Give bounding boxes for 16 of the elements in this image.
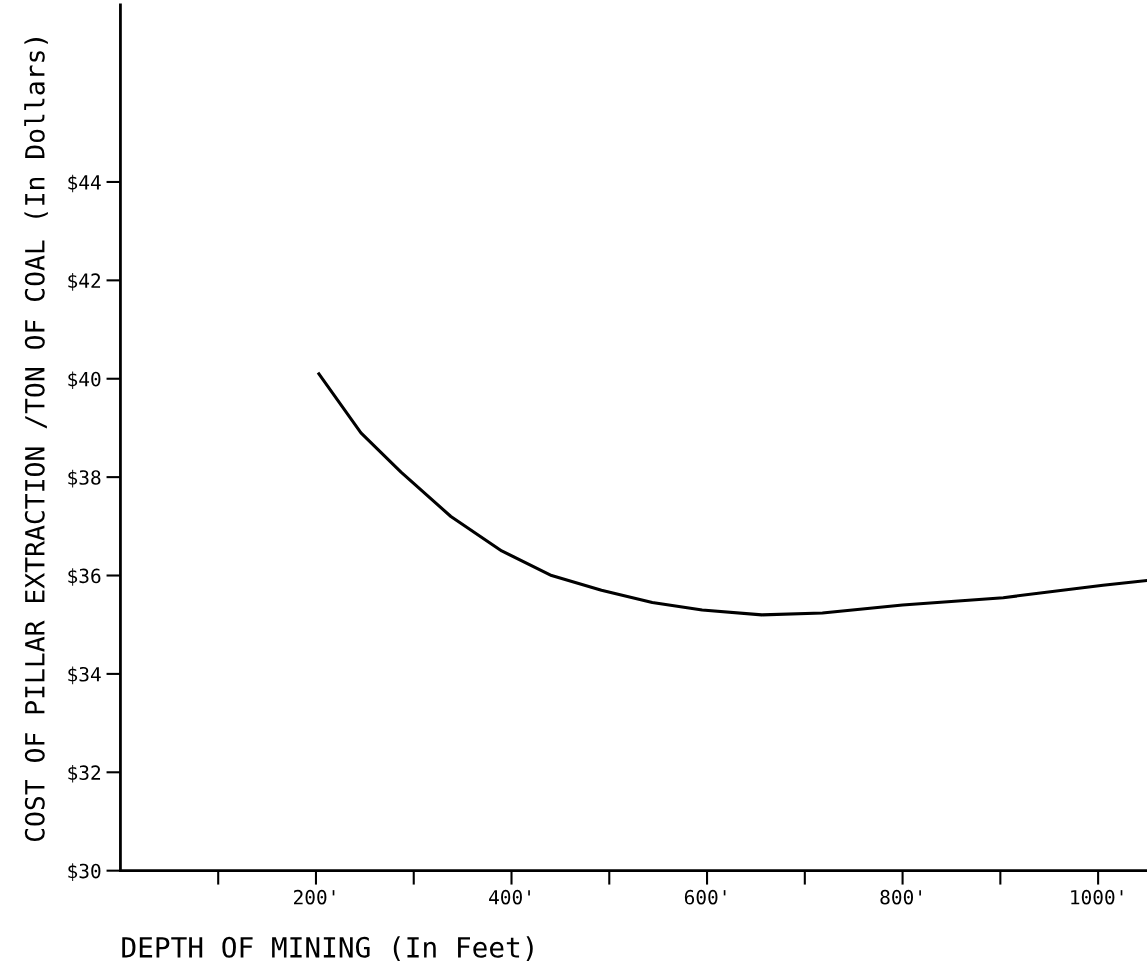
y-tick-label: $36	[68, 568, 101, 586]
y-tick-label: $30	[68, 863, 101, 881]
x-tick-label: 800'	[880, 889, 921, 905]
y-tick-label: $38	[68, 469, 101, 488]
y-tick-label: $44	[68, 174, 101, 193]
y-tick-label: $34	[68, 666, 101, 685]
y-tick-label: $42	[68, 273, 101, 291]
y-tick-label: $40	[68, 371, 101, 390]
line-series	[317, 372, 1147, 617]
y-axis-title: COST OF PILLAR EXTRACTION /TON OF COAL (In Dollars)	[24, 38, 48, 842]
x-axis-title: DEPTH OF MINING (In Feet)	[122, 936, 533, 962]
y-tick-label: $32	[68, 764, 101, 783]
x-tick-label: 400'	[489, 889, 530, 905]
x-tick-label: 600'	[684, 889, 726, 905]
x-tick-label: 200'	[294, 889, 335, 905]
x-tick-label: 1000'	[1071, 889, 1123, 905]
